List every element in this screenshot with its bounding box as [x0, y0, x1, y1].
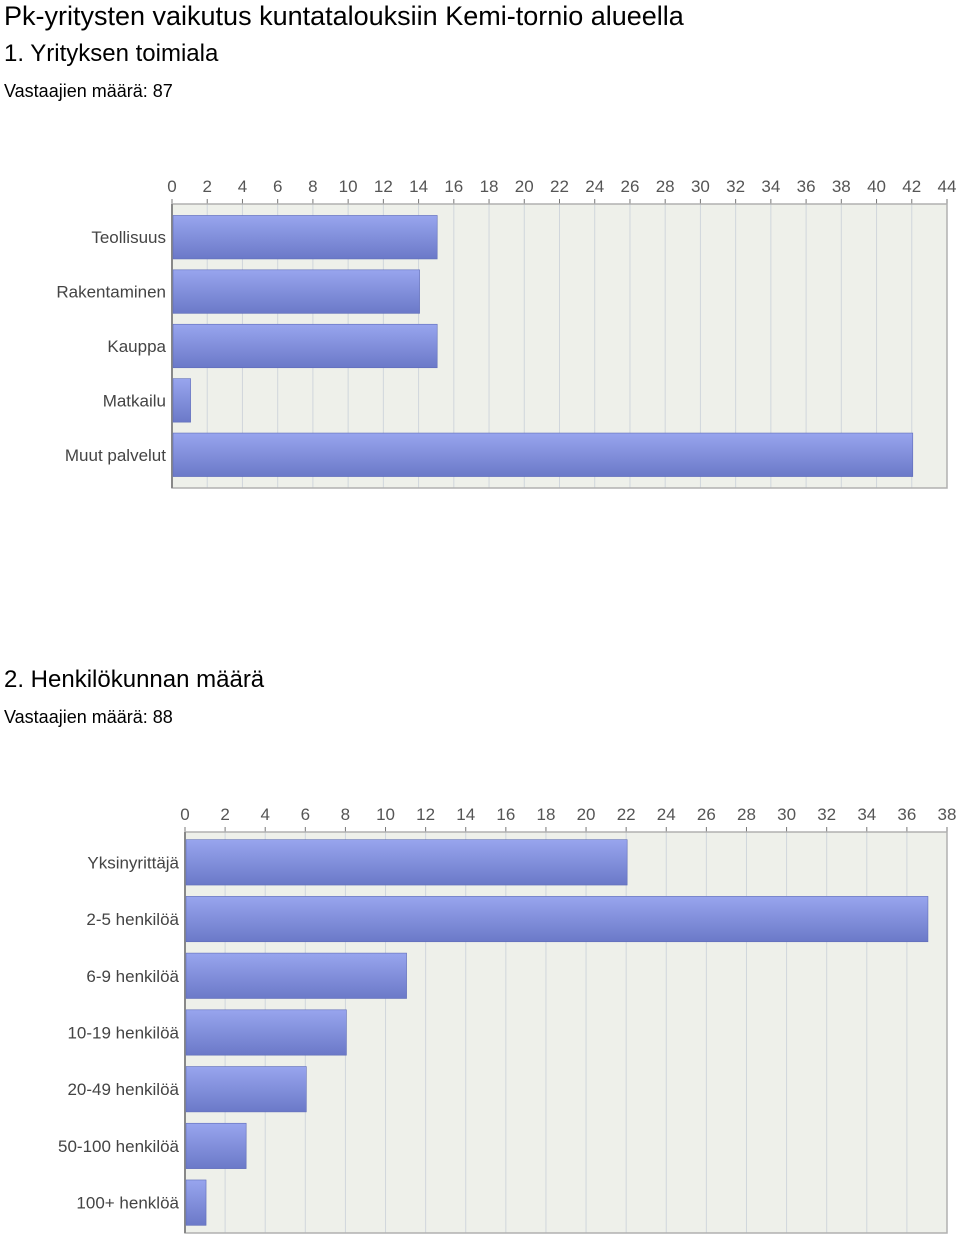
category-label: Kauppa [107, 337, 166, 356]
tick-label: 30 [777, 805, 796, 824]
chart-staff-size: 0 2 4 6 8 10 12 14 16 18 20 22 24 26 28 30 32 34 36 38Yksin… [58, 805, 957, 1234]
bar [185, 839, 628, 886]
category-label: Matkailu [103, 391, 166, 410]
tick-label: 38 [832, 177, 851, 196]
tick-label: 10 [376, 805, 395, 824]
bar [172, 378, 191, 423]
tick-label: 2 [220, 805, 229, 824]
tick-label: 18 [536, 805, 555, 824]
tick-label: 14 [456, 805, 475, 824]
tick-label: 40 [867, 177, 886, 196]
tick-label: 4 [260, 805, 269, 824]
tick-label: 16 [496, 805, 515, 824]
tick-label: 2 [202, 177, 211, 196]
bar [185, 1179, 207, 1226]
tick-label: 32 [817, 805, 836, 824]
category-label: 6-9 henkilöä [86, 967, 179, 986]
tick-label: 24 [657, 805, 676, 824]
tick-label: 34 [761, 177, 780, 196]
tick-label: 4 [238, 177, 247, 196]
category-label: 20-49 henkilöä [67, 1080, 179, 1099]
tick-label: 0 [167, 177, 176, 196]
tick-label: 18 [480, 177, 499, 196]
tick-label: 12 [416, 805, 435, 824]
question-1-title: 1. Yrityksen toimiala [4, 40, 219, 67]
category-label: Rakentaminen [56, 283, 166, 302]
page-title: Pk-yritysten vaikutus kuntatalouksiin Ke… [4, 1, 684, 31]
category-label: 50-100 henkilöä [58, 1137, 180, 1156]
category-label: 100+ henklöä [76, 1194, 179, 1213]
tick-label: 38 [938, 805, 957, 824]
bar [185, 896, 929, 943]
bar [185, 1122, 247, 1169]
category-label: 2-5 henkilöä [86, 910, 179, 929]
tick-label: 44 [938, 177, 957, 196]
bar [172, 269, 420, 314]
bar [185, 952, 407, 999]
tick-label: 30 [691, 177, 710, 196]
question-2-respondents: Vastaajien määrä: 88 [4, 707, 173, 727]
bar [185, 1066, 307, 1113]
tick-label: 28 [737, 805, 756, 824]
tick-label: 0 [180, 805, 189, 824]
category-label: 10-19 henkilöä [67, 1024, 179, 1043]
chart-industry: 0 2 4 6 8 10 12 14 16 18 20 22 24 26 28 30 32 34 36 38 40 42 4… [56, 177, 957, 489]
category-label: Muut palvelut [65, 446, 166, 465]
tick-label: 10 [339, 177, 358, 196]
tick-label: 22 [617, 805, 636, 824]
bar [185, 1009, 347, 1056]
tick-label: 42 [902, 177, 921, 196]
tick-label: 36 [797, 177, 816, 196]
bar [172, 432, 914, 477]
tick-label: 6 [301, 805, 310, 824]
tick-label: 12 [374, 177, 393, 196]
tick-label: 20 [515, 177, 534, 196]
tick-label: 8 [341, 805, 350, 824]
tick-label: 6 [273, 177, 282, 196]
question-1-respondents: Vastaajien määrä: 87 [4, 81, 173, 101]
tick-label: 20 [577, 805, 596, 824]
tick-label: 22 [550, 177, 569, 196]
tick-label: 16 [444, 177, 463, 196]
bar [172, 323, 438, 369]
bar [172, 215, 438, 260]
tick-label: 32 [726, 177, 745, 196]
question-2-title: 2. Henkilökunnan määrä [4, 666, 265, 693]
tick-label: 14 [409, 177, 428, 196]
category-label: Yksinyrittäjä [87, 853, 179, 872]
tick-label: 8 [308, 177, 317, 196]
category-label: Teollisuus [91, 228, 166, 247]
tick-label: 26 [697, 805, 716, 824]
tick-label: 34 [857, 805, 876, 824]
tick-label: 36 [897, 805, 916, 824]
tick-label: 24 [585, 177, 604, 196]
tick-label: 28 [656, 177, 675, 196]
tick-label: 26 [620, 177, 639, 196]
